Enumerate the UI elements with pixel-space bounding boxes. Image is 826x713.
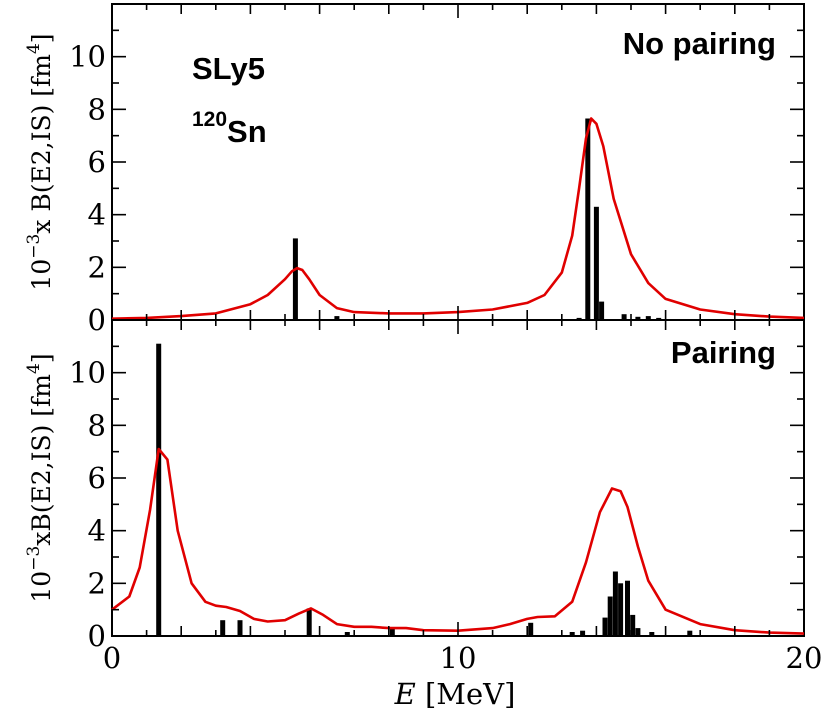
bar-10 <box>607 596 613 636</box>
bar-17 <box>687 630 693 636</box>
bar-0 <box>156 343 162 636</box>
ylabel-body: xB(E2,IS) [fm <box>27 374 56 546</box>
ylabel-close: ] <box>27 33 56 43</box>
bar-2 <box>237 620 243 636</box>
ylabel-exponent: −3 <box>24 234 44 259</box>
bar-7 <box>569 632 575 636</box>
bar-6 <box>528 622 534 636</box>
annotation-pairing: Pairing <box>671 335 776 370</box>
annotation-no-pairing: No pairing <box>623 26 776 61</box>
strength-curve-pairing <box>111 447 805 635</box>
ylabel-no-pairing: 10−3x B(E2,IS) [fm4] <box>24 33 56 290</box>
ytick-label: 2 <box>88 566 106 600</box>
ytick-label: 2 <box>88 250 106 284</box>
xtick-label: 10 <box>440 641 477 675</box>
ytick-label: 8 <box>88 92 106 126</box>
bar-9 <box>602 617 608 636</box>
bar-4 <box>593 206 599 320</box>
nucleus-mass-number: 120 <box>192 108 227 131</box>
strength-curve-no-pairing <box>111 117 805 320</box>
bar-5 <box>389 628 395 636</box>
bar-7 <box>635 316 641 320</box>
ytick-label: 6 <box>88 145 106 179</box>
ylabel-exponent: −3 <box>24 546 44 571</box>
bar-1 <box>220 620 226 636</box>
ytick-label: 10 <box>69 40 106 74</box>
ytick-label: 4 <box>88 198 106 232</box>
x-axis-unit: [MeV] <box>416 677 516 711</box>
bar-11 <box>612 571 618 636</box>
bar-1 <box>334 316 340 320</box>
ytick-label: 0 <box>88 303 106 337</box>
bar-14 <box>630 614 636 636</box>
ticks-pairing <box>112 320 804 637</box>
bar-12 <box>618 583 624 636</box>
bars-no-pairing <box>292 118 662 320</box>
bar-8 <box>645 316 651 320</box>
bar-4 <box>344 632 350 636</box>
bar-0 <box>292 238 298 320</box>
xtick-labels: 0 10 20 <box>103 641 823 675</box>
ylabel-prefix: 10 <box>27 259 56 291</box>
ylabel-prefix: 10 <box>27 571 56 603</box>
bar-5 <box>599 301 605 320</box>
nucleus-label: 120Sn <box>192 108 267 149</box>
bar-2 <box>576 317 582 320</box>
bar-3 <box>585 118 591 320</box>
bar-9 <box>656 317 662 320</box>
xtick-label: 0 <box>103 641 121 675</box>
xtick-label: 20 <box>786 641 823 675</box>
ytick-label: 8 <box>88 408 106 442</box>
bar-6 <box>621 314 627 320</box>
bar-15 <box>635 628 641 636</box>
ytick-labels-no-pairing: 0 2 4 6 8 10 <box>69 40 106 337</box>
bars-pairing <box>156 343 693 636</box>
ylabel-unit-exponent: 4 <box>24 363 44 374</box>
ylabel-unit-exponent: 4 <box>24 43 44 54</box>
bar-13 <box>625 580 630 636</box>
ytick-label: 0 <box>88 619 106 653</box>
ytick-label: 10 <box>69 356 106 390</box>
force-label: SLy5 <box>192 51 265 86</box>
nucleus-symbol: Sn <box>227 114 267 149</box>
ytick-labels-pairing: 0 2 4 6 8 10 <box>69 356 106 653</box>
ytick-label: 6 <box>88 461 106 495</box>
bar-3 <box>306 608 312 636</box>
x-axis-variable: E <box>394 677 416 711</box>
ylabel-body: x B(E2,IS) [fm <box>27 54 56 234</box>
bar-8 <box>580 630 586 636</box>
x-axis-label: E [MeV] <box>394 677 516 711</box>
ytick-label: 4 <box>88 514 106 548</box>
ylabel-pairing: 10−3xB(E2,IS) [fm4] <box>24 353 56 602</box>
bar-16 <box>649 632 655 636</box>
ylabel-close: ] <box>27 353 56 363</box>
